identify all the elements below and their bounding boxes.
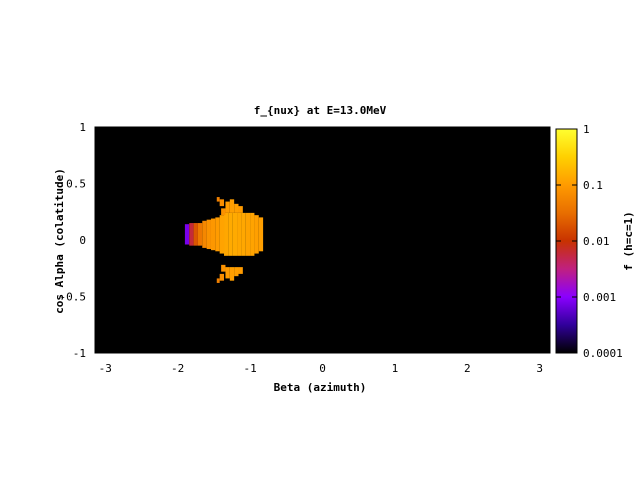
colorbar-tick-label: 0.01: [583, 235, 610, 248]
x-tick-label: 2: [464, 362, 471, 375]
heatmap-cell: [219, 199, 225, 207]
heatmap-cell: [224, 212, 229, 256]
x-tick-label: -1: [243, 362, 256, 375]
heatmap-cell: [210, 218, 216, 251]
heatmap-cell: [216, 278, 220, 283]
heatmap-cell: [184, 224, 190, 245]
heatmap-cell: [254, 215, 259, 254]
y-tick-label: -1: [73, 347, 86, 360]
chart-title: f_{nux} at E=13.0MeV: [254, 104, 387, 117]
plot-area: [95, 127, 550, 353]
heatmap-cell: [250, 212, 255, 256]
colorbar-label: f (h=c=1): [622, 211, 635, 271]
y-tick-label: 0.5: [66, 178, 86, 191]
heatmap-cell: [229, 267, 235, 281]
y-axis-label: cos Alpha (colatitude): [53, 168, 66, 314]
y-axis-ticks: 1 0.5 0 -0.5 -1: [60, 121, 550, 360]
colorbar-tick-label: 0.1: [583, 179, 603, 192]
colorbar-tick-label: 1: [583, 123, 590, 136]
heatmap-cell: [219, 215, 225, 254]
heatmap-cell: [221, 208, 226, 216]
heatmap-cell: [197, 223, 203, 246]
heatmap-cell: [238, 267, 243, 274]
heatmap-cell: [221, 264, 226, 272]
heatmap-cell: [229, 199, 235, 213]
x-axis-label: Beta (azimuth): [274, 381, 367, 394]
heatmap-cell: [237, 212, 242, 256]
x-axis-ticks: -3 -2 -1 0 1 2 3: [99, 127, 543, 375]
heatmap-cell: [245, 212, 251, 256]
x-tick-label: -2: [171, 362, 184, 375]
heatmap-cell: [215, 217, 220, 252]
heatmap-cell: [238, 206, 243, 213]
x-tick-label: -3: [99, 362, 112, 375]
heatmap-cells: [184, 197, 264, 283]
heatmap-cell: [206, 219, 211, 250]
heatmap-cell: [228, 212, 233, 256]
x-tick-label: 3: [536, 362, 543, 375]
heatmap-cell: [232, 212, 238, 256]
heatmap-cell: [234, 267, 239, 277]
y-tick-label: 0: [79, 234, 86, 247]
heatmap-cell: [193, 223, 198, 246]
colorbar-tick-label: 0.001: [583, 291, 616, 304]
heatmap-cell: [219, 273, 225, 281]
heatmap-cell: [189, 223, 194, 246]
heatmap-cell: [225, 267, 230, 279]
y-tick-label: 1: [79, 121, 86, 134]
heatmap-cell: [241, 212, 246, 256]
colorbar-ticks: 1 0.1 0.01 0.001 0.0001: [556, 123, 623, 360]
heatmap-cell: [225, 201, 230, 213]
x-tick-label: 0: [319, 362, 326, 375]
heatmap-cell: [258, 217, 264, 252]
heatmap-cell: [202, 220, 207, 248]
x-tick-label: 1: [392, 362, 399, 375]
y-tick-label: -0.5: [60, 291, 87, 304]
heatmap-cell: [216, 197, 220, 202]
colorbar-tick-label: 0.0001: [583, 347, 623, 360]
heatmap-cell: [234, 203, 239, 213]
